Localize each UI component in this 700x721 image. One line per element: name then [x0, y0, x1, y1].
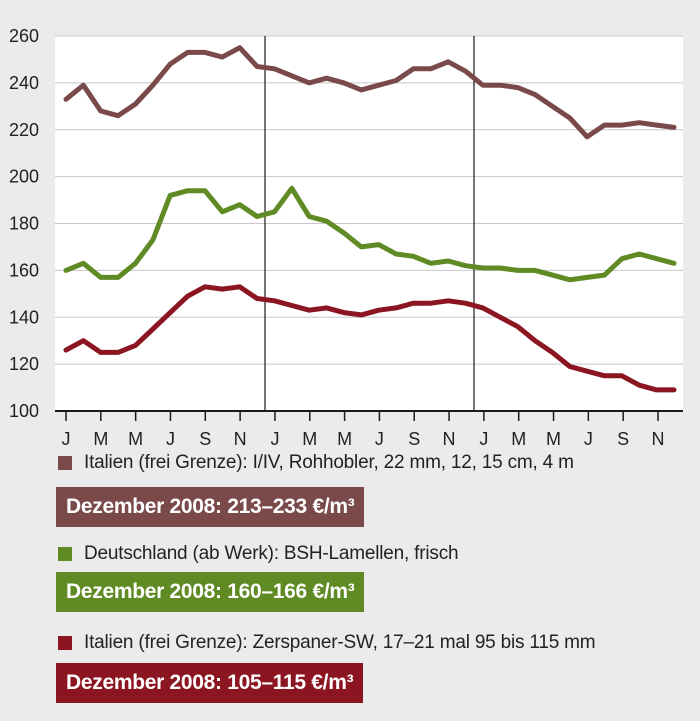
y-tick-label: 240: [9, 73, 39, 93]
series-line-3: [63, 284, 677, 393]
legend-item-italien-rohhobler: Italien (frei Grenze): I/IV, Rohhobler, …: [58, 452, 574, 474]
series-line-1: [63, 45, 677, 140]
price-badge-italien-rohhobler: Dezember 2008: 213–233 €/m³: [56, 487, 365, 527]
legend-label: Deutschland (ab Werk): BSH-Lamellen, fri…: [84, 543, 459, 564]
y-tick-label: 140: [9, 307, 39, 327]
legend-swatch-deutschland-bsh: [58, 547, 72, 561]
x-tick-label: J: [584, 429, 593, 449]
x-tick-label: N: [234, 429, 247, 449]
x-tick-label: M: [511, 429, 526, 449]
x-tick-label: M: [337, 429, 352, 449]
x-tick-label: M: [546, 429, 561, 449]
x-tick-label: J: [166, 429, 175, 449]
y-tick-label: 220: [9, 120, 39, 140]
legend-label: Italien (frei Grenze): Zerspaner-SW, 17–…: [84, 632, 596, 653]
y-tick-label: 200: [9, 167, 39, 187]
x-tick-label: S: [408, 429, 420, 449]
x-tick-label: J: [62, 429, 71, 449]
legend-item-deutschland-bsh: Deutschland (ab Werk): BSH-Lamellen, fri…: [58, 543, 459, 565]
x-tick-label: J: [375, 429, 384, 449]
x-tick-label: J: [479, 429, 488, 449]
y-tick-label: 180: [9, 214, 39, 234]
x-tick-label: M: [93, 429, 108, 449]
price-badge-deutschland-bsh: Dezember 2008: 160–166 €/m³: [56, 572, 365, 612]
legend-swatch-italien-rohhobler: [58, 456, 72, 470]
legend-swatch-italien-zerspaner: [58, 636, 72, 650]
x-tick-label: N: [652, 429, 665, 449]
x-tick-label: M: [302, 429, 317, 449]
series-line-2: [63, 185, 677, 283]
x-tick-label: S: [617, 429, 629, 449]
y-tick-label: 260: [9, 26, 39, 46]
legend-item-italien-zerspaner: Italien (frei Grenze): Zerspaner-SW, 17–…: [58, 632, 596, 654]
y-tick-label: 100: [9, 401, 39, 421]
y-tick-label: 120: [9, 354, 39, 374]
x-tick-label: J: [270, 429, 279, 449]
x-tick-label: M: [128, 429, 143, 449]
x-tick-label: N: [443, 429, 456, 449]
y-tick-label: 160: [9, 260, 39, 280]
price-badge-italien-zerspaner: Dezember 2008: 105–115 €/m³: [56, 663, 364, 703]
x-tick-label: S: [199, 429, 211, 449]
legend-label: Italien (frei Grenze): I/IV, Rohhobler, …: [84, 452, 574, 473]
